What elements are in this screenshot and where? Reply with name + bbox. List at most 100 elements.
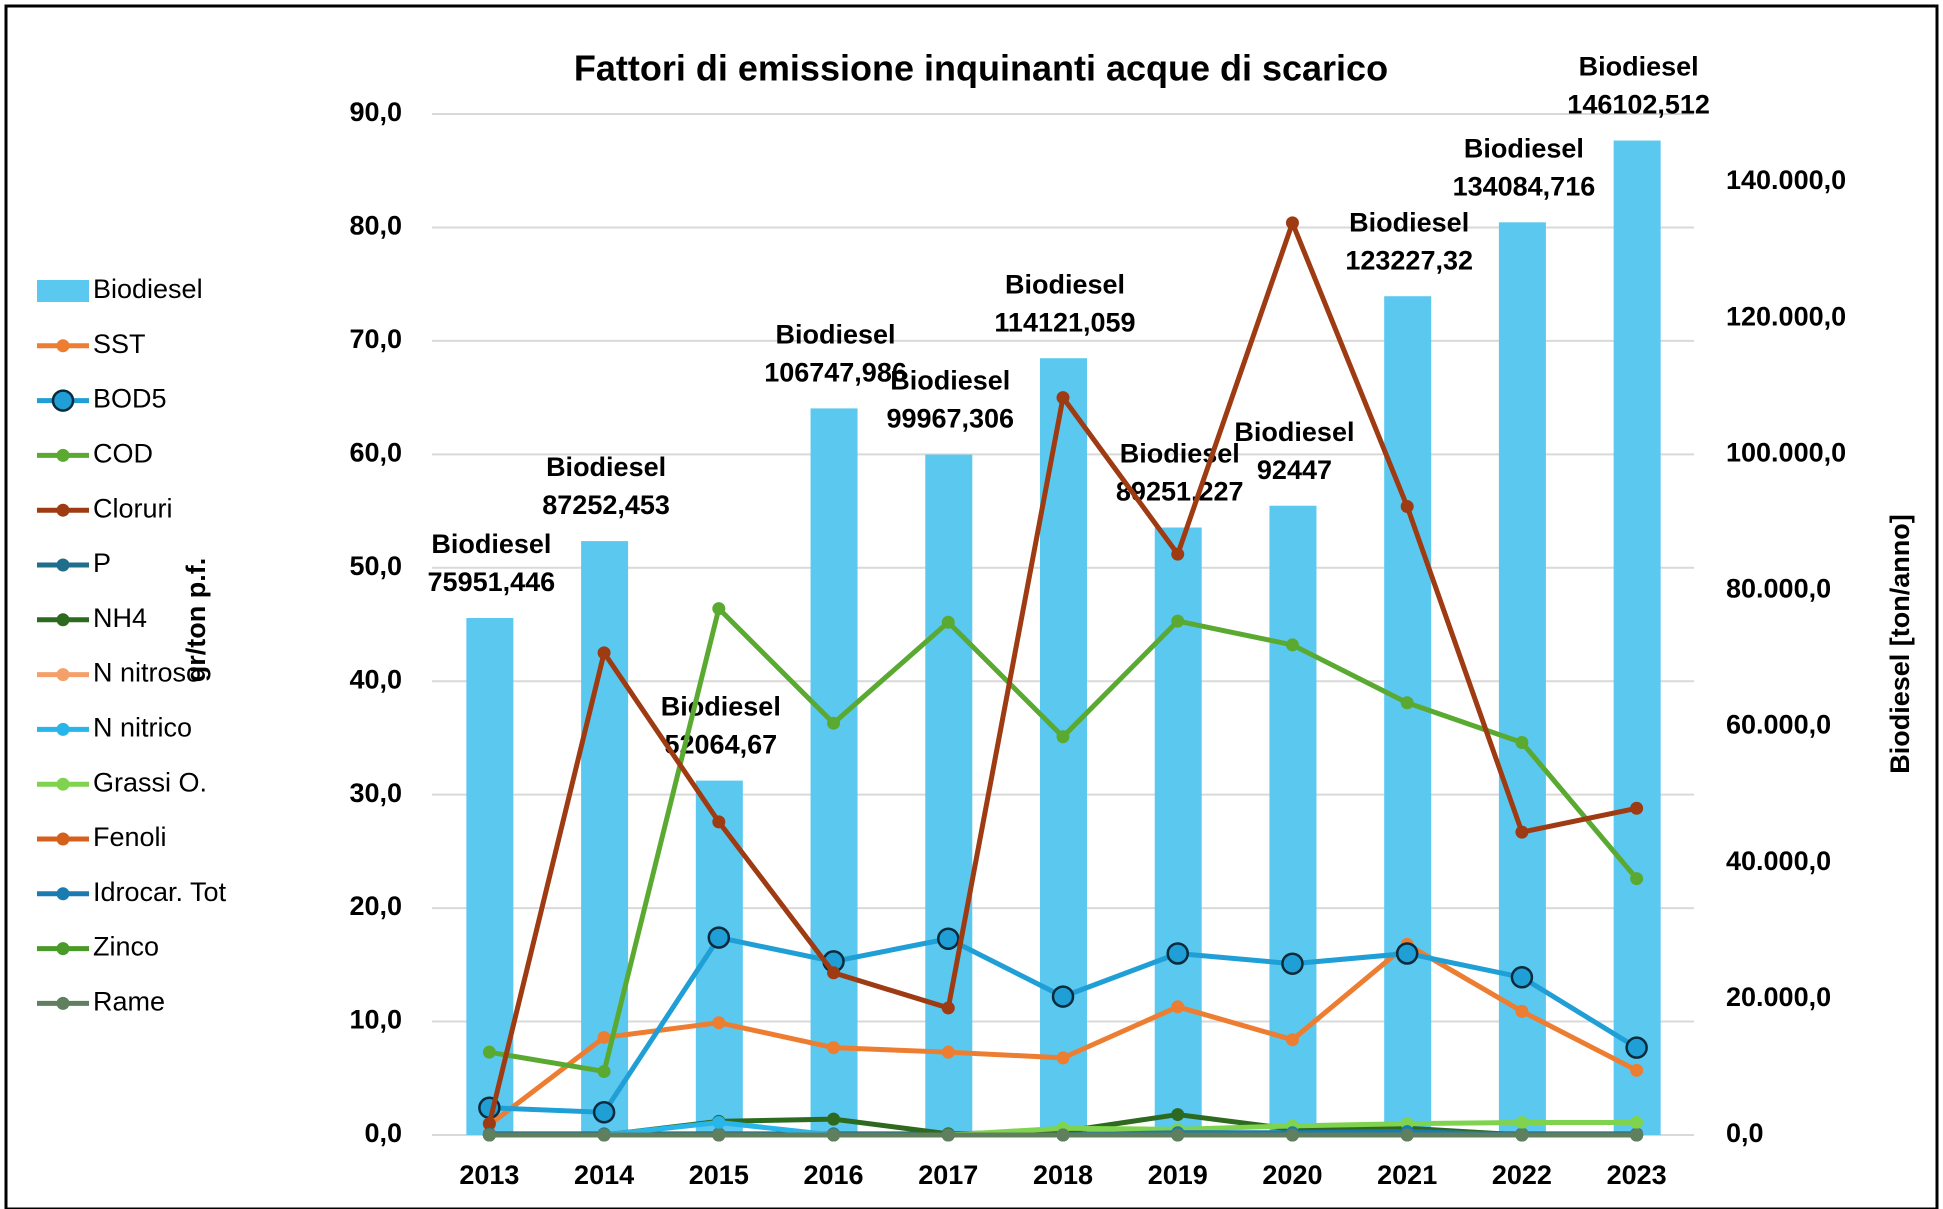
marker — [1515, 735, 1529, 749]
x-tick-label: 2022 — [1492, 1160, 1552, 1190]
y2-tick-label: 80.000,0 — [1726, 574, 1831, 604]
legend-marker — [56, 503, 70, 517]
bar — [1269, 505, 1317, 1135]
x-tick-label: 2016 — [804, 1160, 864, 1190]
data-label: 134084,716 — [1453, 171, 1596, 201]
marker — [941, 1128, 955, 1142]
y-tick-label: 90,0 — [349, 97, 402, 127]
marker — [827, 1041, 841, 1055]
y-tick-label: 40,0 — [349, 664, 402, 694]
data-label-name: Biodiesel — [1349, 207, 1469, 237]
legend-label: NH4 — [93, 603, 147, 633]
y2-tick-label: 120.000,0 — [1726, 301, 1846, 331]
marker — [1171, 1108, 1185, 1122]
legend-marker — [56, 942, 70, 956]
legend-label: BOD5 — [93, 384, 167, 414]
marker — [1630, 1128, 1644, 1142]
data-label-name: Biodiesel — [546, 452, 666, 482]
marker — [712, 602, 726, 616]
marker — [1630, 1063, 1644, 1077]
marker — [482, 1045, 496, 1059]
legend-marker — [56, 668, 70, 682]
legend-label: Fenoli — [93, 822, 167, 852]
x-tick-label: 2020 — [1262, 1160, 1322, 1190]
y-tick-label: 50,0 — [349, 551, 402, 581]
marker — [597, 1128, 611, 1142]
data-label: 106747,986 — [764, 358, 907, 388]
legend-marker — [56, 722, 70, 736]
y-tick-label: 70,0 — [349, 324, 402, 354]
marker — [597, 1064, 611, 1078]
bar — [1498, 222, 1546, 1136]
marker — [1171, 547, 1185, 561]
legend-swatch — [37, 280, 89, 302]
marker — [1630, 801, 1644, 815]
y-tick-label: 10,0 — [349, 1005, 402, 1035]
data-label: 114121,059 — [994, 307, 1135, 337]
legend-label: N nitrico — [93, 713, 192, 743]
y2-tick-label: 20.000,0 — [1726, 982, 1831, 1012]
marker — [1515, 1004, 1529, 1018]
y2-axis-title: Biodiesel [ton/anno] — [1885, 514, 1915, 774]
y2-tick-label: 140.000,0 — [1726, 165, 1846, 195]
x-tick-label: 2023 — [1607, 1160, 1667, 1190]
marker — [1285, 638, 1299, 652]
data-label-name: Biodiesel — [890, 366, 1010, 396]
y-axis-title: gr/ton p.f. — [181, 558, 211, 682]
marker — [1510, 966, 1534, 989]
data-label-name: Biodiesel — [1234, 417, 1354, 447]
marker — [592, 1101, 616, 1124]
marker — [597, 646, 611, 660]
marker — [1171, 1128, 1185, 1142]
legend-marker — [56, 558, 70, 572]
legend-label: Zinco — [93, 932, 159, 962]
legend-marker — [56, 448, 70, 462]
marker — [597, 1030, 611, 1044]
data-label: 123227,32 — [1345, 245, 1473, 275]
y2-tick-label: 100.000,0 — [1726, 437, 1846, 467]
x-tick-label: 2019 — [1148, 1160, 1208, 1190]
data-label: 92447 — [1257, 455, 1332, 485]
marker — [941, 615, 955, 629]
marker — [1395, 942, 1419, 965]
data-label-name: Biodiesel — [1005, 269, 1125, 299]
marker — [712, 1116, 726, 1130]
legend-label: Idrocar. Tot — [93, 877, 227, 907]
legend-label: Cloruri — [93, 493, 173, 523]
marker — [1171, 1000, 1185, 1014]
marker — [1515, 825, 1529, 839]
marker — [1171, 614, 1185, 628]
marker — [937, 927, 960, 950]
data-label-name: Biodiesel — [431, 529, 551, 559]
y-tick-label: 0,0 — [364, 1118, 402, 1148]
marker — [1056, 391, 1070, 405]
marker — [712, 1016, 726, 1030]
marker — [1051, 985, 1075, 1008]
x-tick-label: 2013 — [459, 1160, 519, 1190]
y-tick-label: 80,0 — [349, 211, 402, 241]
marker — [1285, 216, 1299, 230]
marker — [1285, 1128, 1299, 1142]
marker — [1056, 730, 1070, 744]
marker — [1515, 1128, 1529, 1142]
marker — [941, 1001, 955, 1015]
y-tick-label: 60,0 — [349, 437, 402, 467]
data-label-name: Biodiesel — [1579, 52, 1699, 82]
marker — [1515, 1116, 1529, 1130]
data-label-name: Biodiesel — [661, 692, 781, 722]
bar — [925, 454, 973, 1135]
data-label-name: Biodiesel — [1120, 439, 1240, 469]
y2-tick-label: 60.000,0 — [1726, 710, 1831, 740]
marker — [1400, 1128, 1414, 1142]
data-label: 87252,453 — [542, 490, 670, 520]
legend-label: Rame — [93, 987, 165, 1017]
legend-marker — [56, 996, 70, 1010]
y-tick-label: 30,0 — [349, 778, 402, 808]
legend-label: Biodiesel — [93, 274, 203, 304]
x-tick-label: 2014 — [574, 1160, 634, 1190]
y2-tick-label: 0,0 — [1726, 1118, 1764, 1148]
marker — [1166, 942, 1189, 965]
legend-marker — [51, 389, 75, 412]
x-tick-label: 2021 — [1377, 1160, 1437, 1190]
y2-tick-label: 40.000,0 — [1726, 846, 1831, 876]
